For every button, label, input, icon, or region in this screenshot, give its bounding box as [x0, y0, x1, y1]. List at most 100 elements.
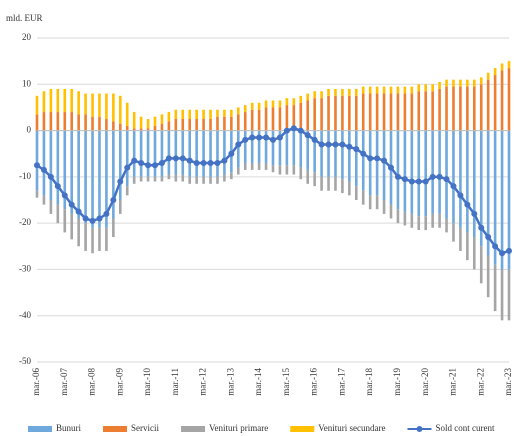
- bar-segment: [98, 130, 101, 228]
- bar-segment: [70, 112, 74, 131]
- bar-segment: [84, 114, 87, 131]
- line-marker: [68, 201, 75, 208]
- bar-segment: [306, 100, 310, 131]
- bar-segment: [98, 227, 101, 251]
- bar-segment: [271, 130, 275, 166]
- bar-segment: [223, 116, 226, 131]
- line-marker: [436, 173, 443, 180]
- bar-segment: [313, 91, 316, 99]
- line-marker: [297, 127, 304, 134]
- bar-segment: [348, 88, 351, 96]
- bar-segment: [146, 176, 150, 182]
- bar-segment: [500, 130, 504, 270]
- bar-segment: [56, 88, 60, 113]
- x-tick-label: mar.-20: [420, 368, 430, 396]
- bar-segment: [382, 86, 386, 94]
- bar-segment: [181, 109, 185, 119]
- line-marker: [179, 155, 186, 162]
- bar-segment: [348, 95, 351, 131]
- bar-segment: [105, 119, 108, 131]
- bar-segment: [118, 123, 122, 131]
- line-marker: [75, 208, 82, 215]
- line-marker: [110, 197, 117, 203]
- bar-segment: [174, 174, 178, 182]
- bar-segment: [250, 109, 254, 131]
- bar-segment: [507, 68, 511, 131]
- bar-segment: [153, 130, 157, 177]
- bar-segment: [91, 130, 94, 228]
- bar-segment: [98, 93, 101, 117]
- y-axis-label: mld. EUR: [6, 13, 43, 23]
- bar-segment: [202, 119, 205, 131]
- y-tick-label: -30: [19, 263, 31, 273]
- bar-segment: [472, 130, 476, 238]
- line-marker: [40, 166, 47, 173]
- bar-segment: [341, 179, 344, 194]
- line-marker: [478, 224, 485, 231]
- legend-label: Servicii: [131, 423, 159, 433]
- line-marker: [145, 162, 152, 169]
- y-tick-label: -40: [19, 310, 31, 320]
- bar-segment: [459, 79, 462, 87]
- x-tick-label: mar.-11: [170, 368, 180, 395]
- bar-segment: [375, 195, 379, 210]
- bar-segment: [132, 128, 136, 131]
- bar-segment: [493, 130, 497, 265]
- bar-segment: [459, 227, 462, 251]
- bar-segment: [209, 176, 212, 184]
- bar-segment: [216, 109, 219, 117]
- bar-segment: [35, 190, 39, 198]
- bar-segment: [230, 172, 233, 180]
- bar-segment: [167, 121, 171, 131]
- line-marker: [214, 159, 221, 166]
- line-marker: [443, 176, 450, 183]
- bar-segment: [195, 176, 198, 184]
- bar-segment: [202, 109, 205, 119]
- line-marker: [124, 164, 131, 171]
- bar-segment: [459, 130, 462, 228]
- line-marker: [256, 134, 263, 141]
- bar-segment: [243, 105, 247, 113]
- bar-segment: [389, 86, 393, 94]
- bar-segment: [35, 95, 39, 115]
- bar-segment: [493, 75, 497, 131]
- line-marker: [82, 215, 89, 222]
- bar-segment: [223, 174, 226, 182]
- bar-segment: [112, 121, 115, 131]
- bar-segment: [438, 88, 441, 131]
- bar-segment: [42, 91, 46, 113]
- y-tick-label: -50: [19, 356, 31, 366]
- bar-segment: [479, 130, 483, 247]
- y-tick-label: 20: [22, 32, 32, 42]
- bar-segment: [466, 86, 469, 131]
- line-marker: [152, 162, 158, 169]
- line-marker: [193, 159, 200, 166]
- bar-segment: [424, 216, 428, 231]
- bar-segment: [278, 130, 282, 166]
- bar-segment: [70, 213, 74, 240]
- line-marker: [346, 143, 353, 150]
- bar-segment: [167, 174, 171, 180]
- line-marker: [200, 159, 207, 166]
- line-marker: [415, 178, 422, 185]
- bar-segment: [49, 130, 53, 200]
- bar-segment: [139, 128, 143, 131]
- bar-segment: [361, 93, 365, 131]
- bar-segment: [431, 213, 434, 228]
- bar-segment: [105, 227, 108, 251]
- bar-segment: [348, 181, 351, 196]
- bar-segment: [424, 91, 428, 131]
- line-marker: [103, 210, 110, 217]
- bar-segment: [306, 169, 310, 184]
- legend-swatch: [181, 426, 206, 432]
- bar-segment: [486, 79, 490, 131]
- legend-swatch: [103, 426, 128, 432]
- bar-segment: [125, 130, 129, 187]
- bar-segment: [299, 95, 303, 103]
- y-tick-label: 0: [27, 125, 32, 135]
- bar-segment: [285, 165, 289, 175]
- bar-segment: [132, 112, 136, 129]
- bar-segment: [56, 130, 60, 205]
- bar-segment: [285, 130, 289, 166]
- bar-segment: [320, 98, 323, 131]
